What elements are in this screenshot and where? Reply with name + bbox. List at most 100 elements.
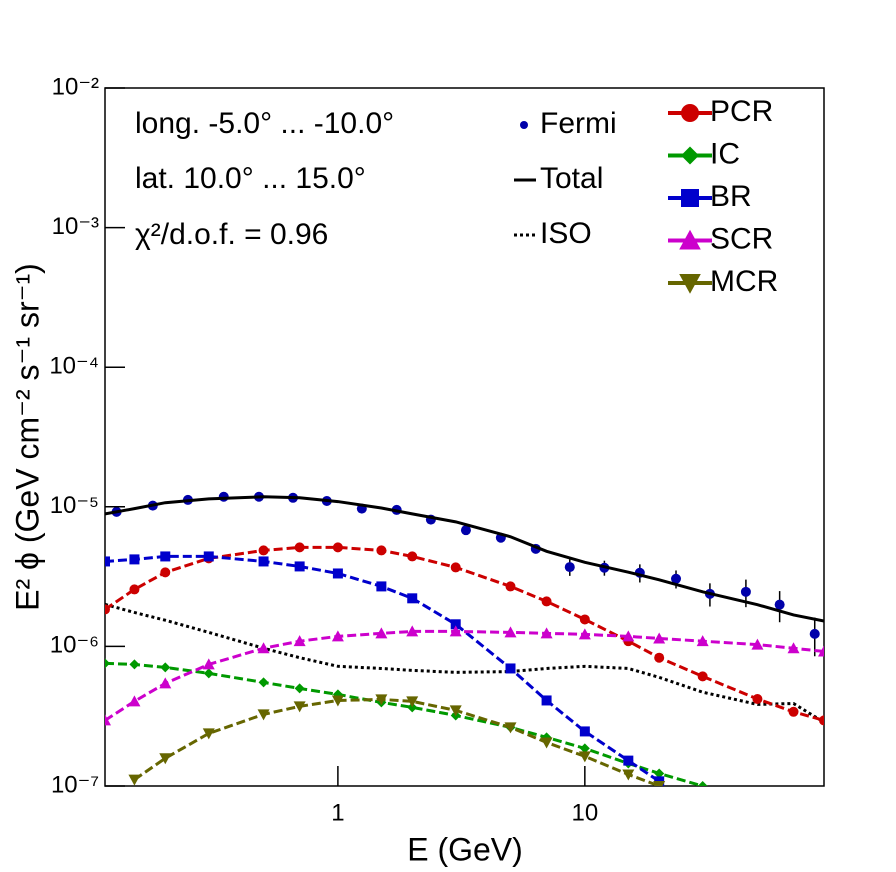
- marker: [578, 628, 591, 640]
- marker: [449, 625, 462, 637]
- marker: [406, 696, 419, 708]
- marker: [460, 525, 471, 536]
- marker: [293, 701, 306, 713]
- marker: [541, 596, 552, 607]
- marker: [654, 768, 665, 779]
- marker: [622, 630, 635, 642]
- marker: [540, 737, 553, 749]
- marker: [653, 781, 666, 786]
- marker: [294, 542, 305, 553]
- legend-marker: [679, 229, 701, 250]
- marker: [376, 581, 387, 592]
- annotation: long. -5.0° ... -10.0°: [135, 107, 394, 140]
- marker: [294, 561, 305, 572]
- marker: [258, 556, 269, 567]
- legend-label: PCR: [710, 95, 773, 128]
- marker: [505, 581, 516, 592]
- marker: [450, 619, 461, 630]
- marker: [294, 683, 305, 694]
- marker: [332, 568, 343, 579]
- legend-label: Total: [540, 162, 603, 195]
- y-tick-label: 10⁻⁴: [49, 353, 99, 380]
- annotation: lat. 10.0° ... 15.0°: [135, 162, 366, 195]
- marker: [159, 753, 172, 765]
- marker: [331, 630, 344, 642]
- marker: [564, 562, 575, 573]
- marker: [622, 769, 635, 781]
- marker: [671, 573, 682, 584]
- marker: [788, 706, 799, 717]
- series-line: [133, 697, 660, 786]
- marker: [375, 694, 388, 706]
- series-line: [105, 495, 824, 623]
- marker: [406, 625, 419, 637]
- marker: [129, 659, 140, 670]
- legend-label: IC: [710, 137, 740, 170]
- legend-marker: [680, 146, 699, 165]
- marker: [376, 545, 387, 556]
- marker: [541, 695, 552, 706]
- y-tick-label: 10⁻⁶: [50, 632, 99, 659]
- marker: [258, 677, 269, 688]
- marker: [740, 586, 751, 597]
- marker: [128, 774, 141, 786]
- legend-marker: [680, 104, 699, 122]
- plot-frame: [104, 87, 825, 787]
- marker: [105, 714, 111, 726]
- y-axis-title: E² ϕ (GeV cm⁻² s⁻¹ sr⁻¹): [9, 263, 45, 611]
- marker: [160, 662, 171, 673]
- marker: [450, 562, 461, 573]
- legend-label: SCR: [710, 222, 773, 255]
- y-tick-label: 10⁻⁷: [51, 771, 99, 798]
- marker: [697, 781, 708, 786]
- marker: [203, 668, 214, 679]
- marker: [203, 551, 214, 562]
- marker: [258, 545, 269, 556]
- marker: [202, 728, 215, 740]
- marker: [540, 627, 553, 639]
- marker: [752, 693, 763, 704]
- marker: [696, 635, 709, 647]
- marker: [407, 551, 418, 562]
- plot-area: [105, 491, 824, 786]
- marker: [623, 755, 634, 766]
- x-axis-title: E (GeV): [407, 831, 523, 867]
- x-tick-label: 1: [331, 799, 344, 826]
- marker: [332, 542, 343, 553]
- marker: [579, 726, 590, 737]
- marker: [818, 645, 824, 657]
- marker: [449, 705, 462, 717]
- marker: [774, 599, 785, 610]
- marker: [105, 604, 110, 615]
- marker: [129, 584, 140, 595]
- marker: [579, 743, 590, 754]
- marker: [504, 626, 517, 638]
- marker: [809, 628, 820, 639]
- marker: [160, 551, 171, 562]
- marker: [160, 567, 171, 578]
- marker: [105, 658, 110, 669]
- marker: [331, 695, 344, 707]
- marker: [105, 556, 110, 567]
- marker: [375, 627, 388, 639]
- series-line: [105, 661, 704, 786]
- marker: [293, 635, 306, 647]
- marker: [505, 663, 516, 674]
- marker: [787, 642, 800, 654]
- marker: [654, 652, 665, 663]
- legend-label: MCR: [710, 265, 778, 298]
- marker: [202, 658, 215, 670]
- annotation: χ²/d.o.f. = 0.96: [135, 218, 328, 251]
- marker: [504, 722, 517, 734]
- marker: [128, 695, 141, 707]
- y-tick-label: 10⁻³: [52, 213, 99, 240]
- marker: [819, 715, 824, 726]
- legend-label: BR: [710, 180, 752, 213]
- marker: [129, 554, 140, 565]
- legend-marker: [520, 121, 528, 129]
- marker: [751, 638, 764, 650]
- legend-label: ISO: [540, 217, 592, 250]
- y-tick-label: 10⁻²: [52, 73, 99, 100]
